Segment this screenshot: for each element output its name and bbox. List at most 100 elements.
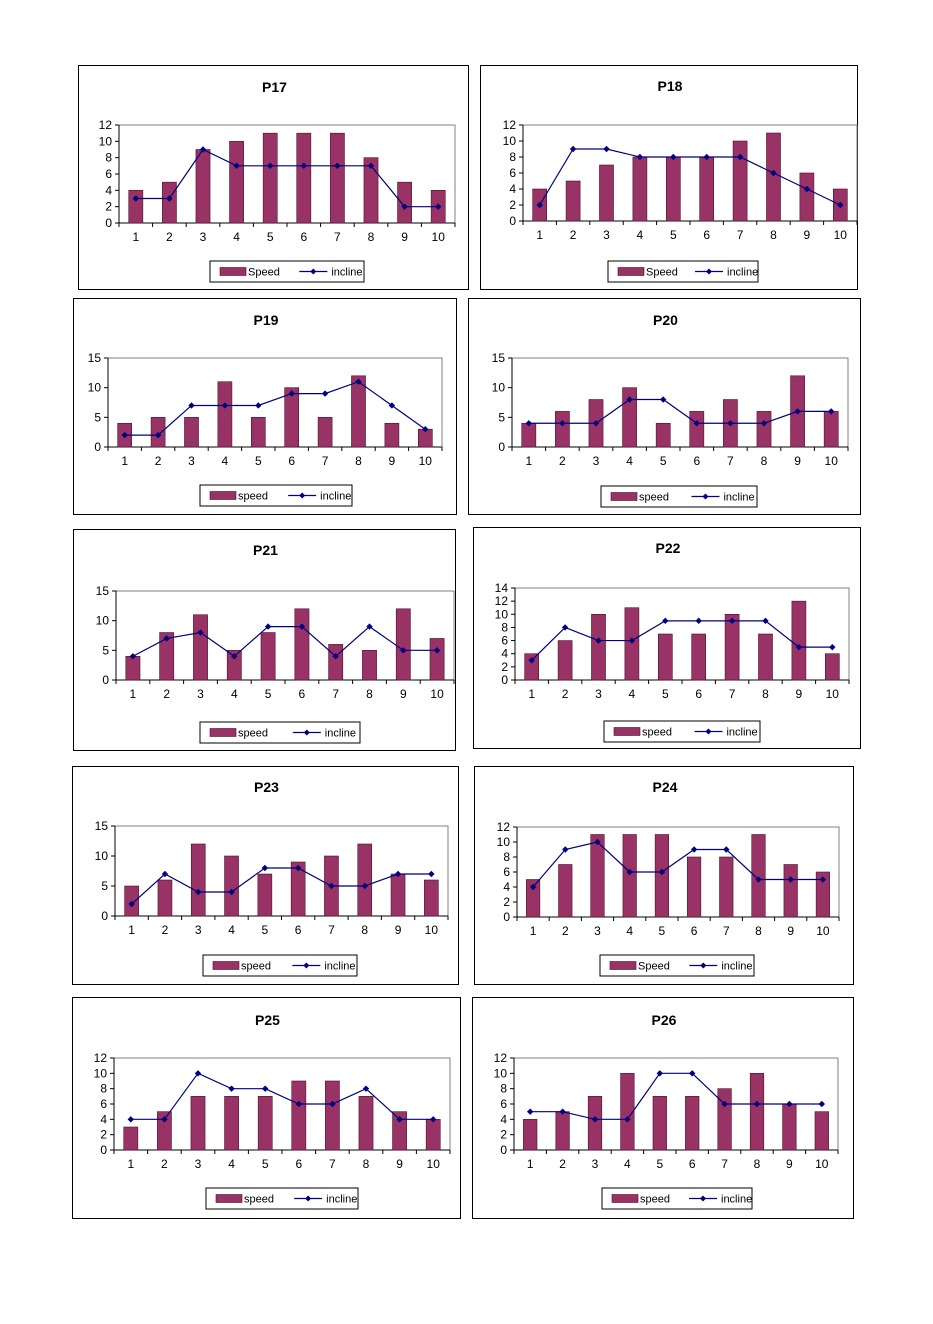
incline-point bbox=[228, 888, 235, 896]
incline-point bbox=[300, 162, 307, 170]
chart-svg: P19 0 5 10 15 1 2 3 4 5 6 7 8 9 10 speed incline bbox=[88, 312, 443, 507]
incline-line bbox=[539, 148, 841, 206]
incline-point bbox=[255, 402, 262, 409]
x-tick-label: 4 bbox=[231, 687, 238, 701]
x-tick-label: 1 bbox=[132, 230, 139, 244]
x-tick-label: 4 bbox=[629, 687, 636, 701]
x-tick-label: 3 bbox=[603, 228, 610, 242]
x-tick-label: 3 bbox=[195, 1157, 202, 1171]
y-tick-label: 0 bbox=[500, 1143, 507, 1157]
incline-point bbox=[195, 888, 202, 896]
x-tick-label: 10 bbox=[432, 230, 446, 244]
x-tick-label: 2 bbox=[163, 687, 170, 701]
x-tick-label: 9 bbox=[786, 1157, 793, 1171]
legend-label-speed: speed bbox=[244, 1194, 274, 1206]
y-tick-label: 12 bbox=[503, 118, 517, 132]
chart-svg: P21 0 5 10 15 1 2 3 4 5 6 7 8 9 10 speed incline bbox=[96, 542, 455, 744]
incline-point bbox=[163, 635, 170, 642]
incline-point bbox=[690, 846, 698, 853]
legend-label-speed: speed bbox=[238, 491, 268, 503]
incline-point bbox=[658, 868, 666, 876]
bar bbox=[358, 1096, 374, 1151]
incline-point bbox=[197, 629, 204, 636]
x-tick-label: 3 bbox=[595, 687, 602, 701]
legend-label-incline: incline bbox=[723, 492, 754, 504]
bar bbox=[226, 650, 242, 681]
legend-box bbox=[600, 485, 758, 508]
incline-point bbox=[786, 1100, 793, 1108]
chart-title: P17 bbox=[262, 79, 287, 95]
y-tick-label: 8 bbox=[503, 850, 510, 864]
incline-line bbox=[530, 1072, 822, 1120]
legend-swatch-speed bbox=[215, 1194, 243, 1203]
y-tick-label: 2 bbox=[500, 1128, 507, 1142]
x-tick-label: 10 bbox=[430, 687, 444, 701]
incline-point bbox=[770, 169, 777, 177]
legend-swatch-speed bbox=[613, 727, 641, 736]
legend-label-speed: speed bbox=[241, 961, 271, 973]
x-tick-label: 9 bbox=[400, 687, 407, 701]
bar bbox=[357, 843, 373, 917]
x-tick-label: 7 bbox=[723, 924, 730, 938]
bar bbox=[557, 640, 573, 681]
y-tick-label: 8 bbox=[500, 1082, 507, 1096]
y-tick-label: 15 bbox=[96, 584, 110, 598]
y-tick-label: 6 bbox=[509, 166, 516, 180]
y-tick-label: 10 bbox=[95, 849, 109, 863]
x-tick-label: 7 bbox=[737, 228, 744, 242]
incline-point bbox=[727, 420, 734, 427]
x-tick-label: 9 bbox=[787, 924, 794, 938]
x-tick-label: 10 bbox=[825, 454, 839, 468]
chart-svg: P20 0 5 10 15 1 2 3 4 5 6 7 8 9 10 speed incline bbox=[492, 312, 849, 508]
x-tick-label: 2 bbox=[162, 923, 169, 937]
y-tick-label: 12 bbox=[94, 1051, 108, 1065]
incline-line bbox=[528, 398, 832, 424]
y-tick-label: 2 bbox=[501, 660, 508, 674]
legend-marker-incline bbox=[700, 962, 707, 969]
incline-point bbox=[422, 426, 429, 433]
x-tick-label: 3 bbox=[188, 454, 195, 468]
bar bbox=[799, 172, 815, 222]
bar bbox=[224, 1096, 239, 1151]
incline-point bbox=[161, 870, 169, 878]
legend-label-incline: incline bbox=[726, 727, 757, 739]
bar bbox=[815, 871, 830, 918]
legend-marker-incline bbox=[303, 962, 310, 969]
chart-panel-p24: P24 0 2 4 6 8 10 12 1 2 3 4 5 6 7 8 9 10 Speed incline bbox=[474, 766, 854, 985]
incline-point bbox=[267, 162, 274, 170]
legend-label-incline: incline bbox=[326, 1194, 357, 1206]
x-tick-label: 4 bbox=[637, 228, 644, 242]
y-tick-label: 4 bbox=[105, 183, 112, 197]
bar bbox=[397, 181, 412, 224]
bar bbox=[687, 856, 702, 918]
legend-box bbox=[209, 260, 365, 283]
y-tick-label: 10 bbox=[94, 1066, 108, 1080]
bar bbox=[655, 422, 671, 448]
x-tick-label: 9 bbox=[796, 687, 803, 701]
x-tick-label: 2 bbox=[559, 1157, 566, 1171]
bar bbox=[328, 644, 344, 681]
x-tick-label: 3 bbox=[594, 924, 601, 938]
incline-point bbox=[221, 402, 229, 409]
bar bbox=[814, 1111, 829, 1151]
x-tick-label: 4 bbox=[228, 923, 235, 937]
y-tick-label: 10 bbox=[503, 134, 517, 148]
incline-point bbox=[762, 617, 769, 625]
bar bbox=[521, 422, 537, 448]
y-tick-label: 6 bbox=[105, 167, 112, 181]
x-tick-label: 4 bbox=[624, 1157, 631, 1171]
bar bbox=[782, 1103, 797, 1151]
x-tick-label: 3 bbox=[592, 1157, 599, 1171]
x-tick-label: 4 bbox=[233, 230, 240, 244]
bar bbox=[224, 855, 239, 917]
incline-point bbox=[367, 162, 375, 170]
legend-label-incline: incline bbox=[331, 267, 362, 279]
x-tick-label: 4 bbox=[228, 1157, 235, 1171]
bar bbox=[657, 633, 673, 681]
x-tick-label: 10 bbox=[815, 1157, 829, 1171]
y-tick-label: 10 bbox=[88, 381, 102, 395]
incline-point bbox=[662, 617, 669, 625]
incline-line bbox=[124, 381, 426, 436]
incline-point bbox=[594, 838, 601, 846]
legend-box bbox=[607, 260, 759, 283]
